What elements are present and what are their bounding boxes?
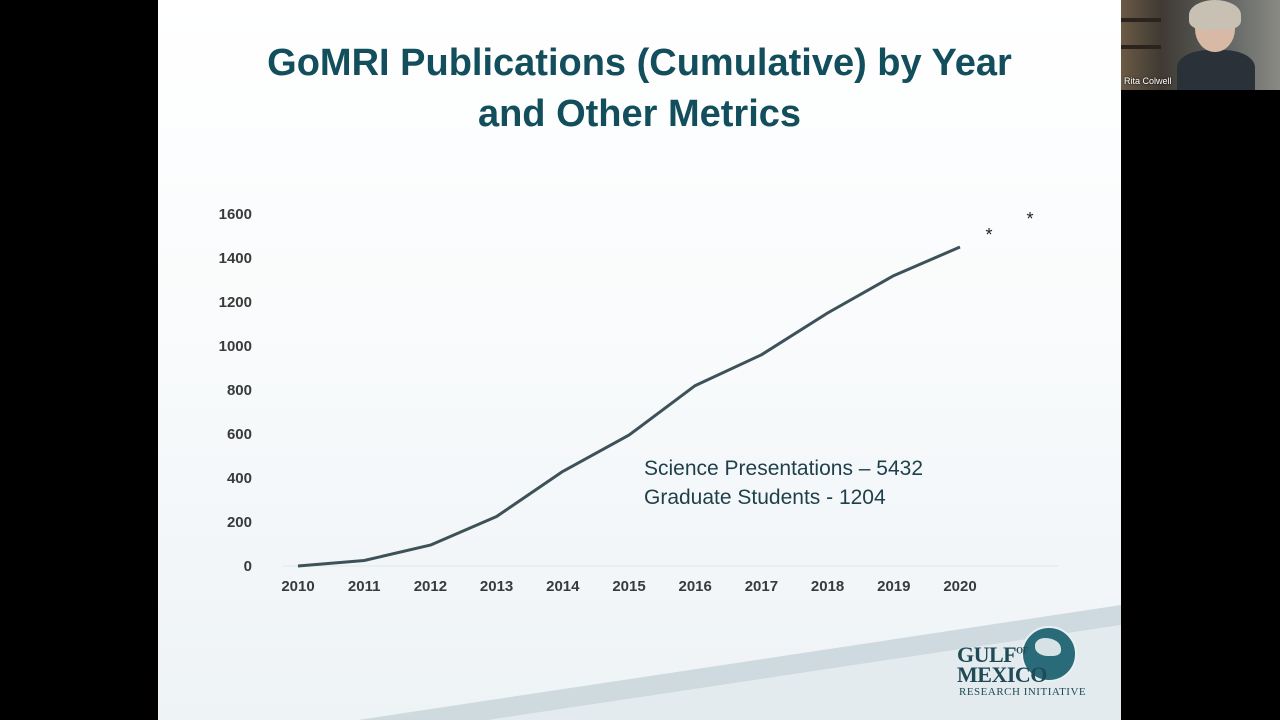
slide-title: GoMRI Publications (Cumulative) by Year … (158, 38, 1121, 140)
x-tick-label: 2017 (745, 578, 778, 595)
gulf-of-mexico-research-initiative-logo: GULFOF MEXICO RESEARCH INITIATIVE (951, 620, 1111, 710)
y-tick-label: 200 (227, 514, 252, 531)
y-tick-label: 600 (227, 426, 252, 443)
participant-video-tile[interactable]: Rita Colwell (1121, 0, 1280, 90)
y-tick-label: 800 (227, 382, 252, 399)
presentation-slide: GoMRI Publications (Cumulative) by Year … (158, 0, 1121, 720)
y-tick-label: 0 (244, 558, 252, 575)
x-tick-label: 2015 (612, 578, 645, 595)
slide-title-line-2: and Other Metrics (477, 93, 802, 135)
x-axis-ticks: 2010 2011 2012 2013 2014 2015 2016 2017 2018 2019… (281, 578, 976, 595)
x-tick-label: 2019 (877, 578, 910, 595)
metrics-annotation: Science Presentations – 5432 Graduate St… (644, 454, 1004, 512)
y-axis-ticks: 0 200 400 600 800 1000 1200 1400 1600 (219, 206, 252, 575)
x-tick-label: 2018 (811, 578, 844, 595)
x-tick-label: 2012 (414, 578, 447, 595)
x-tick-label: 2014 (546, 578, 580, 595)
logo-research-initiative-text: RESEARCH INITIATIVE (959, 686, 1087, 698)
y-tick-label: 1400 (219, 250, 252, 267)
globe-icon (1021, 626, 1077, 682)
logo-of-text: OF (1016, 645, 1028, 656)
participant-hair (1189, 0, 1241, 30)
x-tick-label: 2010 (281, 578, 314, 595)
y-tick-label: 400 (227, 470, 252, 487)
y-tick-label: 1600 (219, 206, 252, 223)
bottom-decoration-band-dark (488, 625, 1121, 720)
participant-name-label: Rita Colwell (1124, 76, 1172, 86)
x-tick-label: 2013 (480, 578, 513, 595)
graduate-students-text: Graduate Students - 1204 (644, 486, 886, 509)
bookshelf (1121, 18, 1161, 22)
bottom-decoration-band (358, 605, 1121, 720)
slide-title-line-1: GoMRI Publications (Cumulative) by Year (267, 42, 1012, 84)
logo-gulf-text: GULF (957, 642, 1017, 667)
participant-body (1177, 50, 1255, 90)
x-tick-label: 2011 (348, 578, 381, 595)
bookshelf (1121, 45, 1161, 49)
asterisk-mark: * (1026, 209, 1033, 229)
y-tick-label: 1000 (219, 338, 252, 355)
logo-mexico-text: MEXICO (957, 662, 1047, 687)
asterisk-mark: * (985, 225, 992, 245)
y-tick-label: 1200 (219, 294, 252, 311)
x-tick-label: 2016 (679, 578, 712, 595)
science-presentations-text: Science Presentations – 5432 (644, 457, 924, 480)
publications-series-line (297, 245, 961, 568)
x-tick-label: 2020 (943, 578, 976, 595)
